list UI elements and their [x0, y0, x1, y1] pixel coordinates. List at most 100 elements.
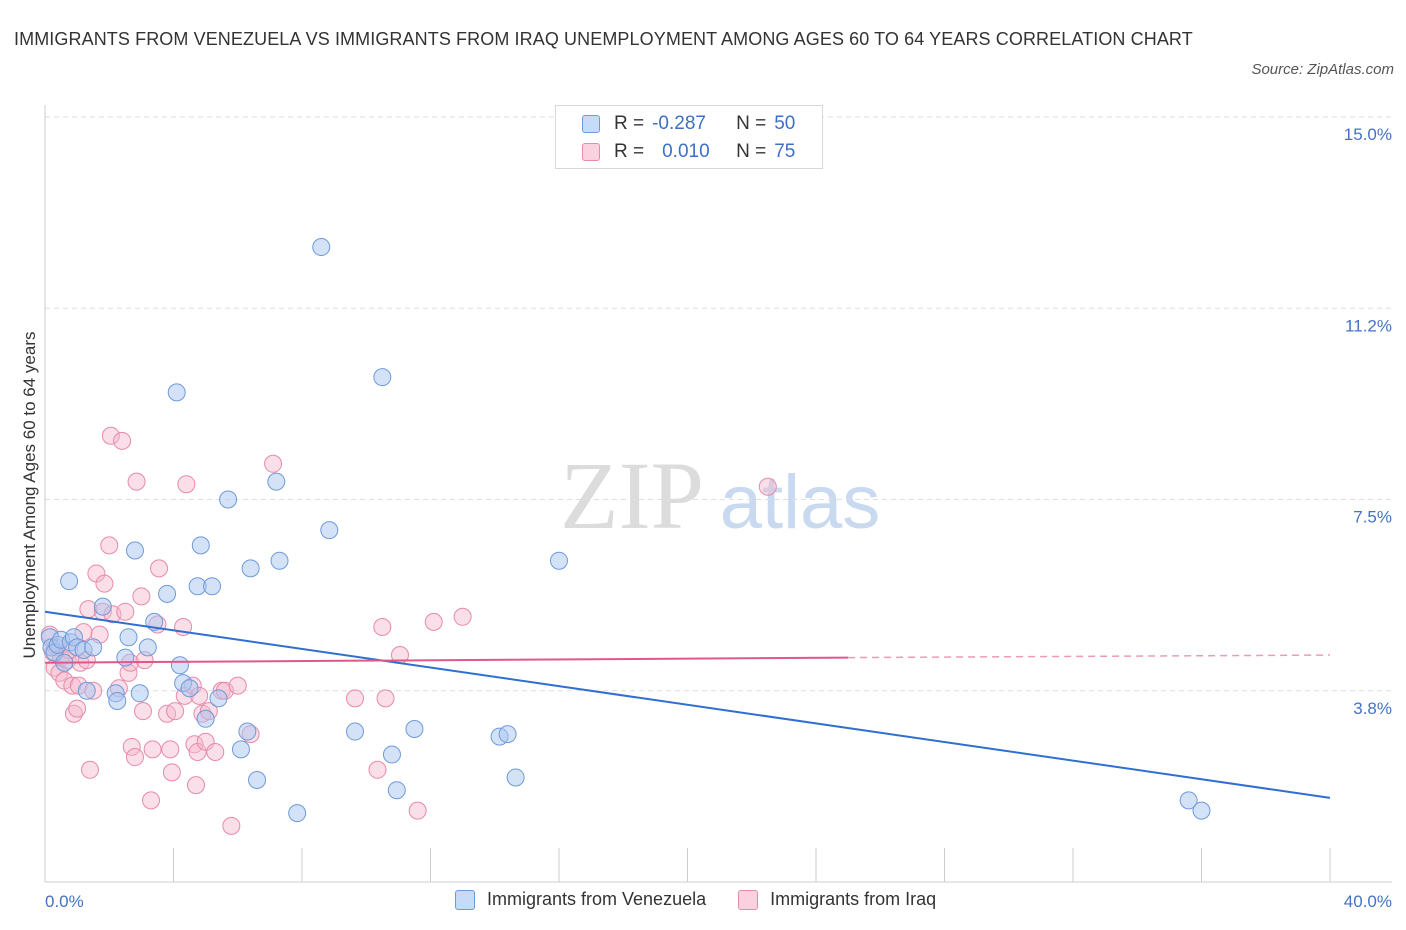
iraq-point — [346, 689, 365, 708]
venezuela-point — [125, 541, 144, 560]
series-legend-iraq: Immigrants from Iraq — [738, 889, 936, 910]
iraq-point — [222, 816, 241, 835]
venezuela-point — [346, 722, 365, 741]
series-legend-swatch-venezuela — [455, 889, 475, 910]
iraq-point — [177, 475, 196, 494]
venezuela-point — [1179, 791, 1198, 810]
series-legend-label: Immigrants from Venezuela — [487, 889, 707, 909]
venezuela-point — [84, 638, 103, 657]
venezuela-point — [498, 725, 517, 744]
iraq-point — [80, 760, 99, 779]
iraq-trend-extension — [848, 654, 1331, 659]
y-tick-label-0: 3.8% — [1353, 699, 1392, 718]
series-legend-swatch-iraq — [738, 889, 759, 910]
y-tick-label-2: 11.2% — [1345, 316, 1392, 335]
chart-title: IMMIGRANTS FROM VENEZUELA VS IMMIGRANTS … — [14, 29, 1193, 49]
venezuela-trend-line — [44, 610, 1331, 799]
venezuela-point — [288, 804, 307, 823]
venezuela-point — [93, 597, 112, 616]
x-tick-label-1: 40.0% — [1344, 892, 1392, 911]
legend-r-value: -0.287 — [652, 113, 706, 134]
venezuela-point — [1192, 801, 1211, 820]
iraq-point — [206, 742, 225, 761]
legend-n-value: 75 — [774, 141, 796, 162]
venezuela-point — [203, 577, 222, 596]
iraq-point — [453, 607, 472, 626]
venezuela-point — [506, 768, 525, 787]
series-venezuela-points — [40, 238, 1211, 823]
iraq-point — [64, 704, 83, 723]
iraq-point — [95, 574, 114, 593]
venezuela-point — [241, 559, 260, 578]
venezuela-point — [196, 709, 215, 728]
venezuela-point — [231, 740, 250, 759]
iraq-point — [113, 431, 132, 450]
watermark: ZIP atlas — [560, 442, 880, 549]
legend-n-value: 50 — [774, 113, 796, 134]
watermark-atlas: atlas — [720, 460, 881, 545]
series-legend-label: Immigrants from Iraq — [770, 889, 937, 909]
iraq-point — [132, 587, 151, 606]
y-axis-label: Unemployment Among Ages 60 to 64 years — [20, 332, 39, 659]
legend-n-label: N = — [736, 113, 767, 134]
trend-lines — [44, 610, 1331, 799]
venezuela-point — [248, 771, 267, 789]
venezuela-point — [219, 490, 238, 509]
venezuela-point — [387, 781, 406, 800]
venezuela-point — [191, 536, 210, 555]
iraq-point — [228, 676, 247, 695]
venezuela-point — [238, 722, 257, 741]
x-tick-labels: 0.0% 40.0% — [45, 892, 1392, 911]
iraq-point — [122, 737, 141, 756]
legend-swatch-venezuela — [582, 115, 600, 133]
iraq-trend-line — [44, 656, 849, 664]
grid-lines — [45, 116, 1392, 692]
y-tick-labels: 3.8% 7.5% 11.2% 15.0% — [1344, 125, 1392, 718]
venezuela-point — [116, 648, 135, 667]
iraq-point — [100, 536, 119, 555]
axes — [44, 105, 1392, 883]
legend-row-iraq: R = 0.010 N = 75 — [582, 139, 795, 165]
legend-row-venezuela: R = -0.287 N = 50 — [582, 111, 795, 137]
iraq-point — [186, 776, 205, 795]
iraq-point — [143, 740, 162, 759]
venezuela-point — [320, 521, 339, 540]
legend-n-label: N = — [736, 141, 767, 162]
correlation-legend: R = -0.287 N = 50 R = 0.010 N = 75 — [555, 105, 823, 169]
venezuela-point — [108, 691, 127, 710]
venezuela-point — [382, 745, 401, 764]
venezuela-point — [180, 679, 199, 698]
iraq-point — [101, 426, 120, 445]
venezuela-point — [373, 368, 392, 387]
iraq-point — [133, 702, 152, 721]
venezuela-point — [138, 638, 157, 657]
venezuela-point — [209, 689, 228, 708]
iraq-point — [161, 740, 180, 759]
venezuela-point — [312, 238, 331, 257]
venezuela-point — [267, 472, 286, 491]
iraq-point — [68, 699, 87, 718]
iraq-point — [368, 760, 387, 779]
iraq-point — [166, 702, 185, 721]
iraq-point — [142, 791, 161, 810]
venezuela-point — [158, 584, 177, 603]
source-label: Source: ZipAtlas.com — [1251, 61, 1394, 78]
venezuela-point — [77, 681, 96, 700]
iraq-point — [424, 612, 443, 631]
venezuela-point — [270, 551, 289, 570]
series-legend-venezuela: Immigrants from Venezuela — [455, 889, 706, 910]
iraq-point — [264, 454, 283, 473]
iraq-point — [127, 472, 146, 491]
venezuela-point — [60, 572, 79, 591]
iraq-point — [373, 618, 392, 636]
legend-r-value: 0.010 — [662, 141, 710, 162]
y-tick-label-3: 15.0% — [1344, 125, 1392, 144]
iraq-point — [408, 801, 427, 820]
iraq-point — [162, 763, 181, 782]
legend-r-label: R = — [614, 113, 645, 134]
x-tick-label-0: 0.0% — [45, 892, 84, 911]
legend-r-label: R = — [614, 141, 645, 162]
watermark-zip: ZIP — [560, 442, 704, 549]
iraq-point — [125, 748, 144, 767]
